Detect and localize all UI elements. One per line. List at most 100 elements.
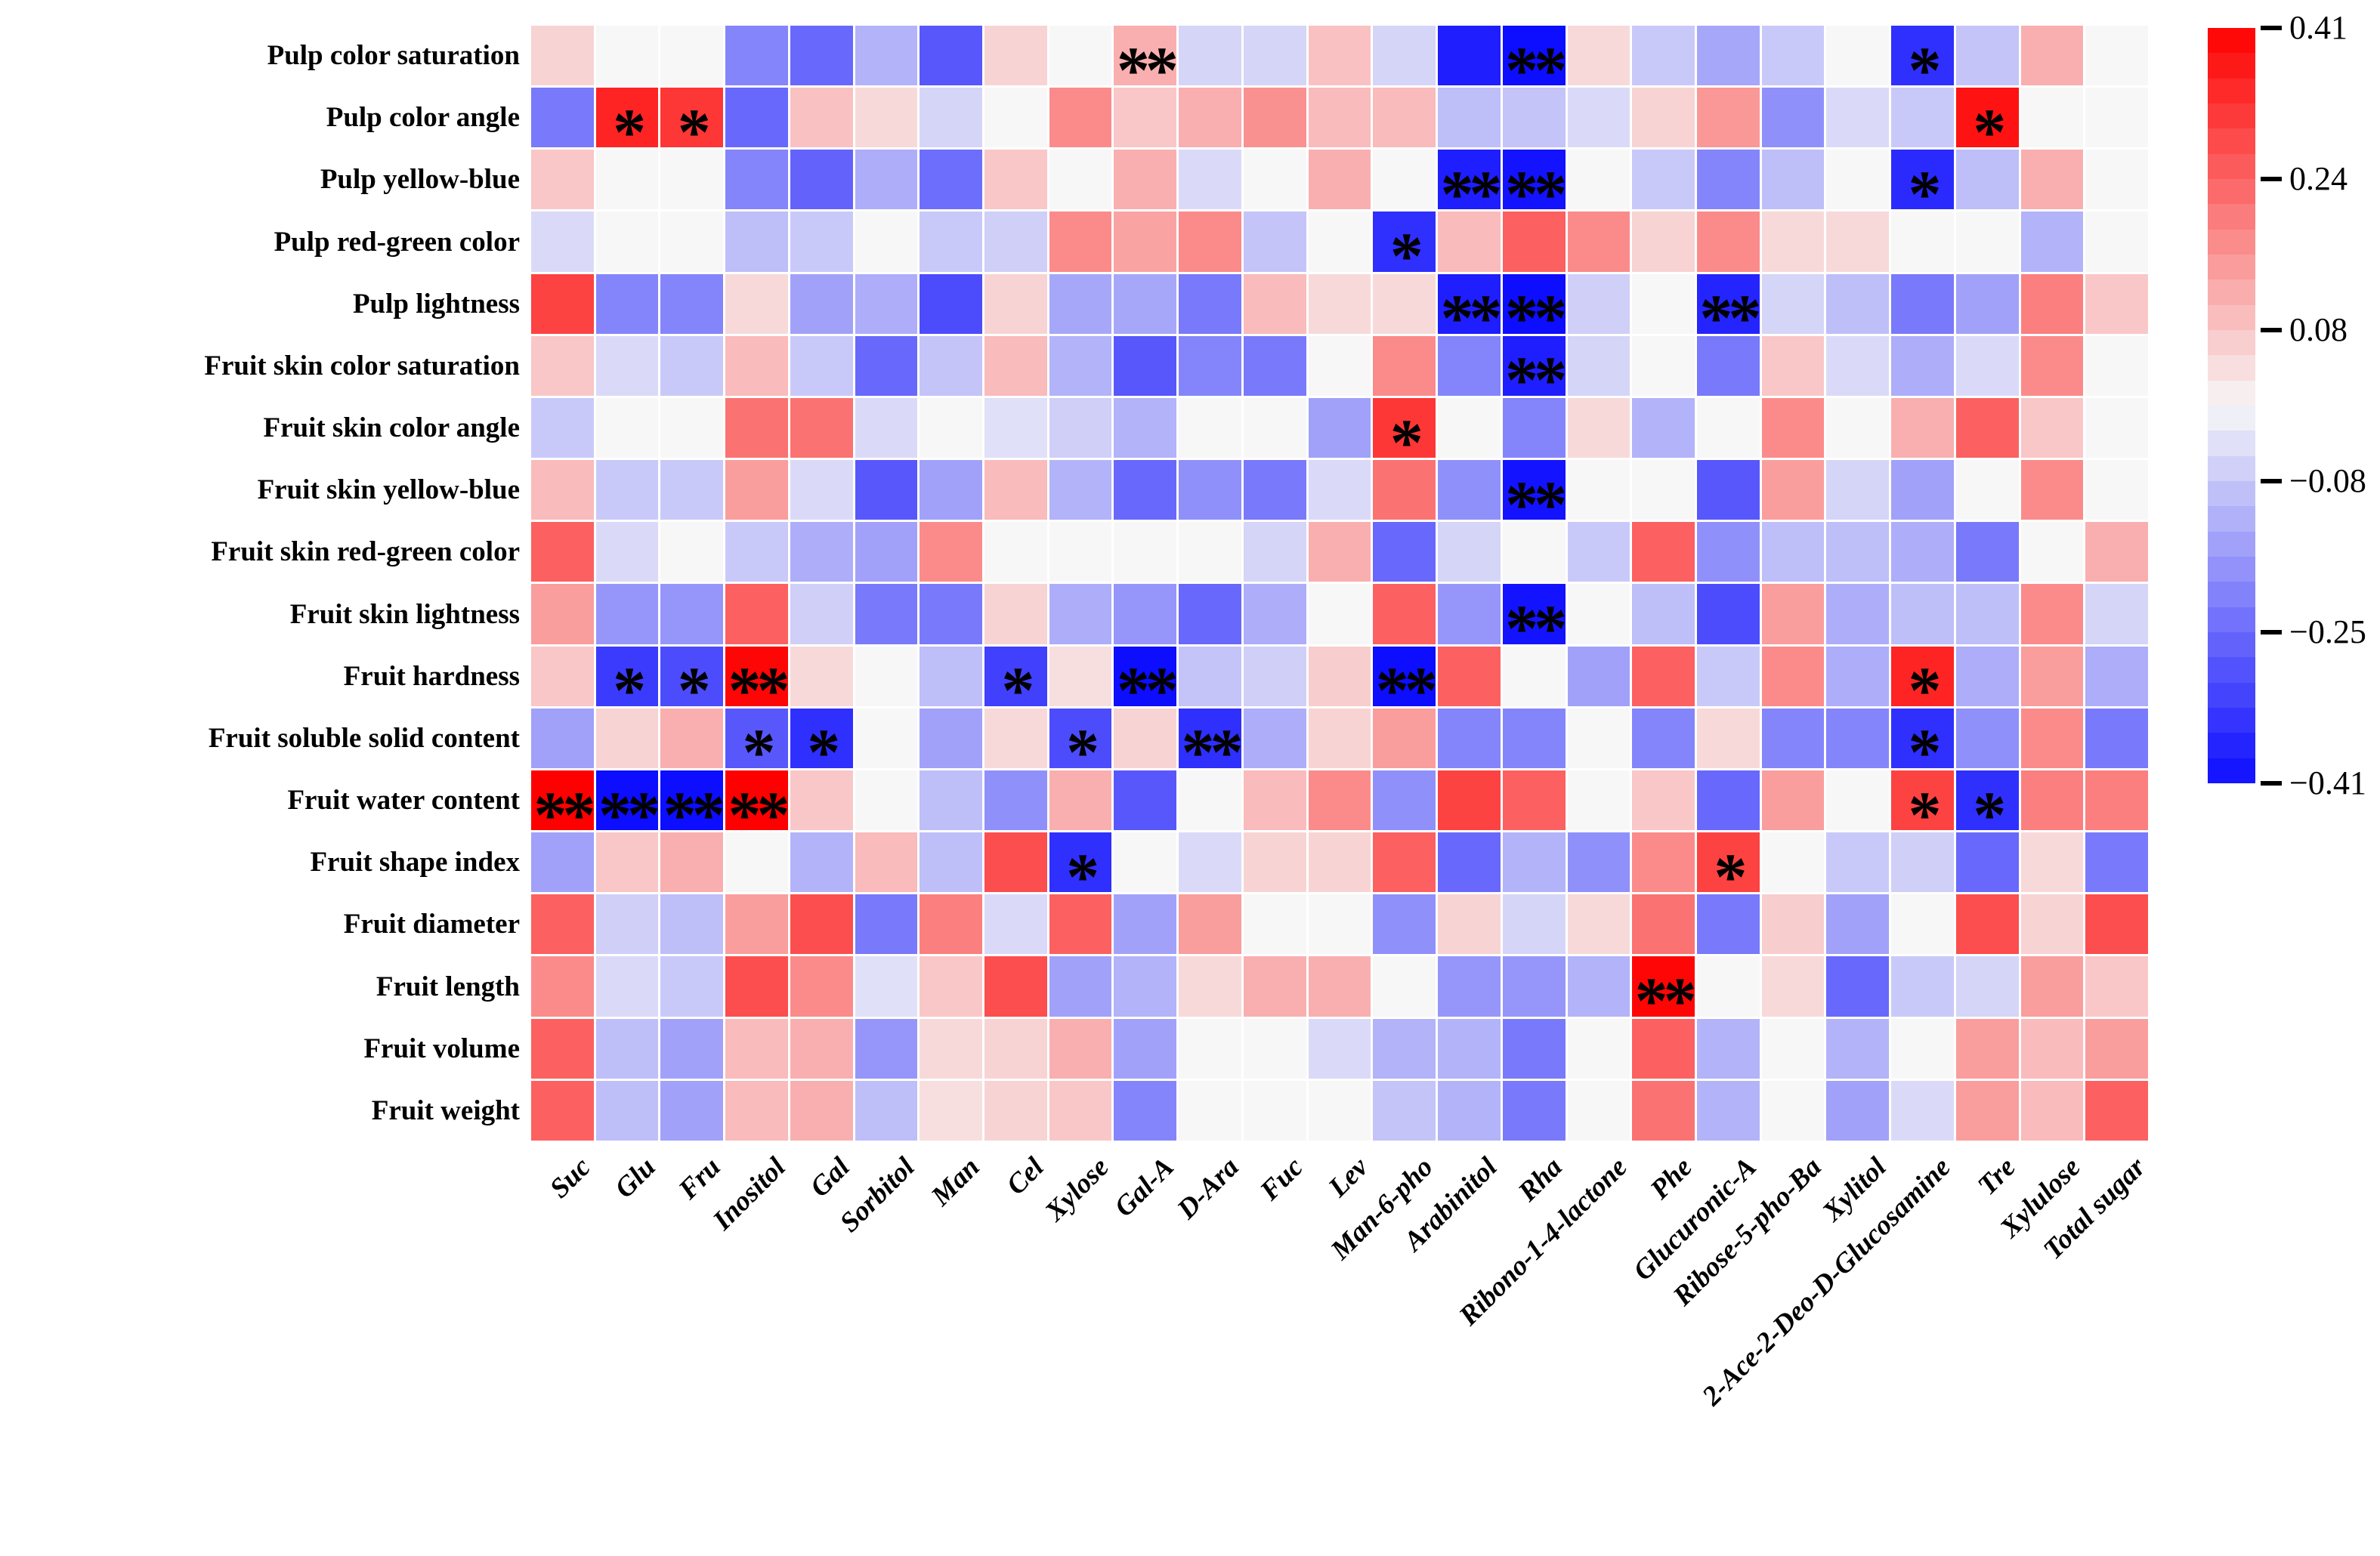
heatmap-cell <box>1308 770 1371 831</box>
row-label: Fruit skin color saturation <box>204 350 520 381</box>
heatmap-cell <box>1696 770 1760 831</box>
heatmap-cell <box>1373 335 1436 396</box>
heatmap-cell <box>2020 88 2084 148</box>
heatmap-cell <box>2085 522 2148 582</box>
heatmap-cell <box>1826 273 1890 334</box>
heatmap-cell <box>595 708 659 768</box>
heatmap-cell <box>1502 956 1566 1017</box>
heatmap-cell <box>1632 460 1695 520</box>
heatmap-cell <box>920 273 983 334</box>
heatmap-cell <box>1438 770 1501 831</box>
heatmap-cell <box>1955 460 2019 520</box>
heatmap-cell <box>1826 26 1890 86</box>
heatmap-cell <box>1114 273 1177 334</box>
heatmap-cell <box>725 150 788 210</box>
heatmap-cell <box>1179 522 1241 582</box>
heatmap-cell <box>984 770 1047 831</box>
heatmap-cell <box>984 522 1047 582</box>
heatmap-cell <box>1049 150 1112 210</box>
heatmap-cell <box>1632 584 1695 644</box>
heatmap-cell <box>1955 150 2019 210</box>
heatmap-cell <box>984 1080 1047 1141</box>
heatmap-cell <box>984 211 1047 272</box>
row-label: Fruit skin lightness <box>289 598 520 630</box>
colorbar-band <box>2208 758 2255 783</box>
heatmap-cell <box>1373 460 1436 520</box>
heatmap-cell <box>1761 335 1825 396</box>
colorbar-band <box>2208 304 2255 330</box>
heatmap-cell <box>2085 273 2148 334</box>
colorbar-band <box>2208 506 2255 532</box>
heatmap-cell <box>1632 26 1695 86</box>
row-label: Fruit hardness <box>343 660 520 692</box>
heatmap-cell <box>1632 894 1695 955</box>
row-label: Fruit diameter <box>343 909 520 940</box>
heatmap-cell <box>920 956 983 1017</box>
heatmap-cell <box>1955 1018 2019 1079</box>
heatmap-cell: * <box>725 708 788 790</box>
heatmap-cell <box>1632 150 1695 210</box>
heatmap-cell <box>1696 397 1760 458</box>
heatmap-cell <box>790 26 853 86</box>
colorbar-tick-label: −0.08 <box>2289 462 2366 499</box>
heatmap-cell <box>1373 832 1436 893</box>
heatmap-cell <box>1438 522 1501 582</box>
heatmap-cell <box>984 894 1047 955</box>
heatmap-cell <box>1567 150 1630 210</box>
heatmap-cell <box>855 956 918 1017</box>
heatmap-cell <box>1049 894 1112 955</box>
heatmap-cell <box>725 584 788 644</box>
heatmap-cell <box>1049 211 1112 272</box>
heatmap-cell <box>1308 522 1371 582</box>
heatmap-cell <box>1955 335 2019 396</box>
heatmap-cell <box>1308 397 1371 458</box>
row-label: Fruit length <box>376 971 520 1002</box>
heatmap-cell: * <box>1891 646 1954 728</box>
heatmap-cell: ** <box>725 770 790 852</box>
heatmap-cell <box>1955 646 2019 706</box>
heatmap-cell <box>1179 460 1241 520</box>
heatmap-cell: * <box>1955 770 2019 852</box>
heatmap-cell <box>531 88 594 148</box>
heatmap-cell <box>660 894 724 955</box>
heatmap-cell <box>855 832 918 893</box>
heatmap-cell <box>984 584 1047 644</box>
heatmap-cell <box>660 460 724 520</box>
heatmap-cell <box>1438 88 1501 148</box>
heatmap-cell <box>1632 708 1695 768</box>
heatmap-cell <box>1373 273 1436 334</box>
heatmap-cell <box>531 397 594 458</box>
heatmap-cell <box>1955 211 2019 272</box>
heatmap-cell <box>1826 211 1890 272</box>
heatmap-cell <box>1955 273 2019 334</box>
heatmap-cell <box>920 584 983 644</box>
heatmap-cell <box>595 26 659 86</box>
heatmap-cell: ** <box>595 770 660 852</box>
heatmap-cell <box>531 460 594 520</box>
heatmap-cell <box>790 273 853 334</box>
heatmap-cell <box>1761 1080 1825 1141</box>
heatmap-cell <box>1826 1018 1890 1079</box>
heatmap-cell <box>984 1018 1047 1079</box>
heatmap-cell <box>1049 1080 1112 1141</box>
heatmap-cell <box>1114 1018 1177 1079</box>
heatmap-cell <box>1308 150 1371 210</box>
colorbar-tick <box>2261 328 2282 332</box>
heatmap-cell <box>1308 1080 1371 1141</box>
row-label: Fruit weight <box>371 1094 520 1126</box>
row-label: Fruit water content <box>287 785 520 816</box>
colorbar-band <box>2208 657 2255 683</box>
heatmap-cell <box>531 1018 594 1079</box>
heatmap-cell <box>1955 708 2019 768</box>
heatmap-cell <box>790 460 853 520</box>
heatmap-cell <box>660 956 724 1017</box>
heatmap-cell <box>725 460 788 520</box>
heatmap-cell: * <box>1891 708 1954 790</box>
row-label: Fruit skin red-green color <box>211 536 520 568</box>
heatmap-cell <box>920 832 983 893</box>
heatmap-cell <box>1696 1080 1760 1141</box>
heatmap-cell <box>1502 894 1566 955</box>
heatmap-cell <box>1826 522 1890 582</box>
heatmap-cell <box>1308 460 1371 520</box>
heatmap-cell <box>1114 522 1177 582</box>
